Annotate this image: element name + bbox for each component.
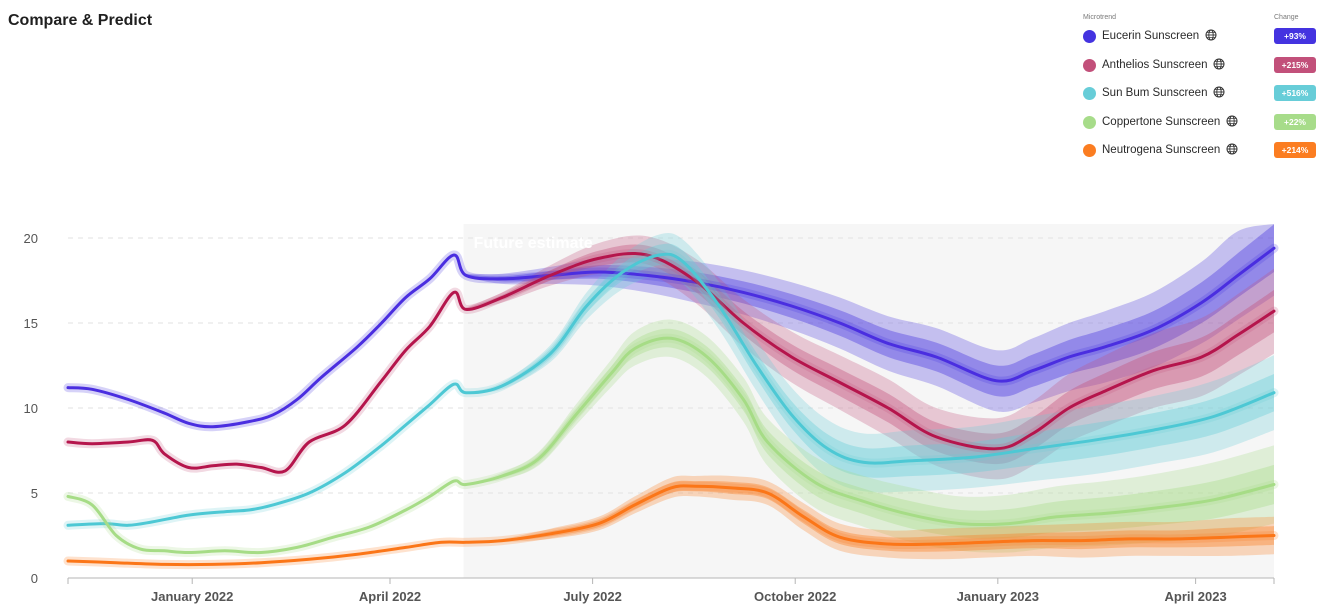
legend-item-label: Eucerin Sunscreen	[1102, 29, 1217, 42]
confidence-band-outer	[466, 319, 1274, 553]
series-line[interactable]	[66, 336, 1276, 555]
change-badge: +516%	[1274, 85, 1316, 102]
change-badge: +214%	[1274, 142, 1316, 159]
page-title: Compare & Predict	[8, 12, 153, 29]
change-badge: +215%	[1274, 56, 1316, 73]
series-line[interactable]	[66, 246, 1276, 429]
confidence-band-inner	[466, 480, 1274, 552]
legend-item[interactable]: Sun Bum Sunscreen +516%	[1078, 83, 1328, 112]
x-tick-label: January 2023	[957, 589, 1039, 604]
change-badge: +93%	[1274, 28, 1316, 44]
legend: Microtrend Change Eucerin Sunscreen +93% A…	[1078, 8, 1328, 169]
globe-icon[interactable]	[1213, 86, 1225, 98]
legend-item[interactable]: Neutrogena Sunscreen +214%	[1078, 140, 1328, 169]
legend-col-microtrend: Microtrend	[1083, 14, 1117, 21]
legend-item-name: Eucerin Sunscreen	[1102, 30, 1200, 42]
globe-icon[interactable]	[1226, 143, 1238, 155]
globe-icon[interactable]	[1205, 29, 1217, 41]
series-line[interactable]	[66, 484, 1276, 567]
forecast-region	[463, 224, 1274, 578]
series-line[interactable]	[66, 251, 1276, 474]
x-tick-label: October 2022	[754, 589, 836, 604]
confidence-band-outer	[466, 235, 1274, 480]
x-tick-label: July 2022	[563, 589, 622, 604]
change-badge: +22%	[1274, 113, 1316, 130]
legend-item-name: Coppertone Sunscreen	[1102, 115, 1221, 128]
legend-item[interactable]: Anthelios Sunscreen +215%	[1078, 55, 1328, 84]
y-tick-label: 20	[24, 231, 38, 246]
x-tick-label: April 2023	[1165, 589, 1227, 604]
legend-col-change: Change	[1274, 14, 1299, 21]
legend-item-label: Coppertone Sunscreen	[1102, 115, 1238, 128]
legend-item-name: Sun Bum Sunscreen	[1102, 87, 1208, 100]
legend-item[interactable]: Eucerin Sunscreen +93%	[1078, 26, 1328, 55]
y-tick-label: 15	[24, 316, 38, 331]
legend-header: Microtrend Change	[1078, 8, 1328, 26]
confidence-band-outer	[466, 475, 1274, 560]
x-tick-label: January 2022	[151, 589, 233, 604]
y-tick-label: 10	[24, 401, 38, 416]
legend-item[interactable]: Coppertone Sunscreen +22%	[1078, 112, 1328, 141]
globe-icon[interactable]	[1226, 115, 1238, 127]
legend-dot	[1083, 115, 1096, 129]
legend-item-label: Anthelios Sunscreen	[1102, 58, 1225, 71]
legend-item-label: Sun Bum Sunscreen	[1102, 86, 1225, 99]
confidence-band-inner	[466, 224, 1274, 397]
x-tick-label: April 2022	[359, 589, 421, 604]
confidence-band-inner	[466, 244, 1274, 465]
legend-item-name: Anthelios Sunscreen	[1102, 58, 1208, 71]
legend-dot	[1083, 87, 1096, 101]
globe-icon[interactable]	[1213, 58, 1225, 70]
legend-dot	[1083, 58, 1096, 72]
confidence-band-inner	[466, 328, 1274, 539]
legend-item-name: Neutrogena Sunscreen	[1102, 144, 1221, 157]
series-line[interactable]	[66, 252, 1276, 527]
y-tick-label: 0	[31, 571, 38, 586]
legend-dot	[1083, 144, 1096, 158]
y-tick-label: 5	[31, 486, 38, 501]
legend-dot	[1083, 30, 1096, 43]
legend-item-label: Neutrogena Sunscreen	[1102, 143, 1238, 156]
confidence-band-outer	[466, 233, 1274, 493]
future-estimate-label: Future estimate	[474, 235, 593, 252]
confidence-band-outer	[466, 224, 1274, 412]
